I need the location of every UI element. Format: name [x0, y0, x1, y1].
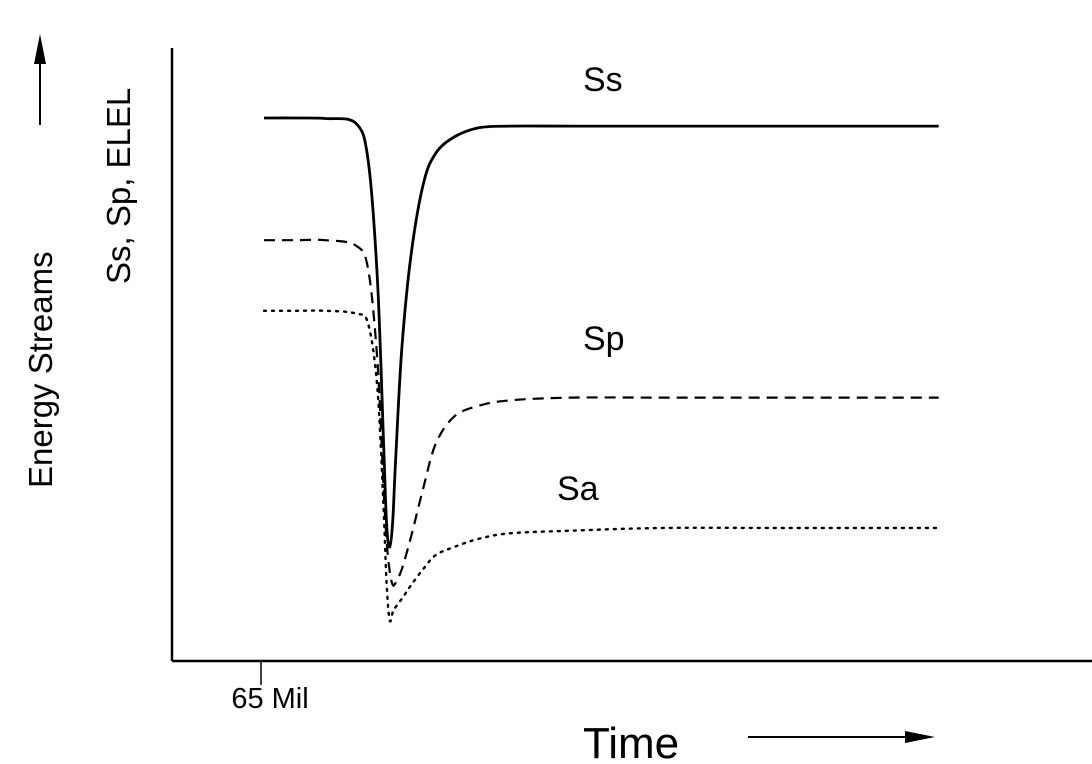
- y-axis-label-secondary: Ss, Sp, ELEL: [100, 88, 137, 284]
- y-axis-arrow: [34, 34, 46, 125]
- x-axis-arrow: [748, 731, 935, 743]
- series-line-sa: [262, 309, 940, 623]
- series-label-sa: Sa: [557, 470, 599, 508]
- series-line-ss: [263, 116, 939, 549]
- series-label-sp: Sp: [583, 320, 625, 358]
- series-line-sp: [264, 238, 939, 587]
- x-tick-label: 65 Mil: [231, 683, 308, 715]
- series-label-ss: Ss: [583, 61, 623, 99]
- y-axis-label: Energy Streams: [22, 251, 59, 488]
- axes: [170, 48, 1092, 685]
- x-axis-label: Time: [583, 719, 679, 764]
